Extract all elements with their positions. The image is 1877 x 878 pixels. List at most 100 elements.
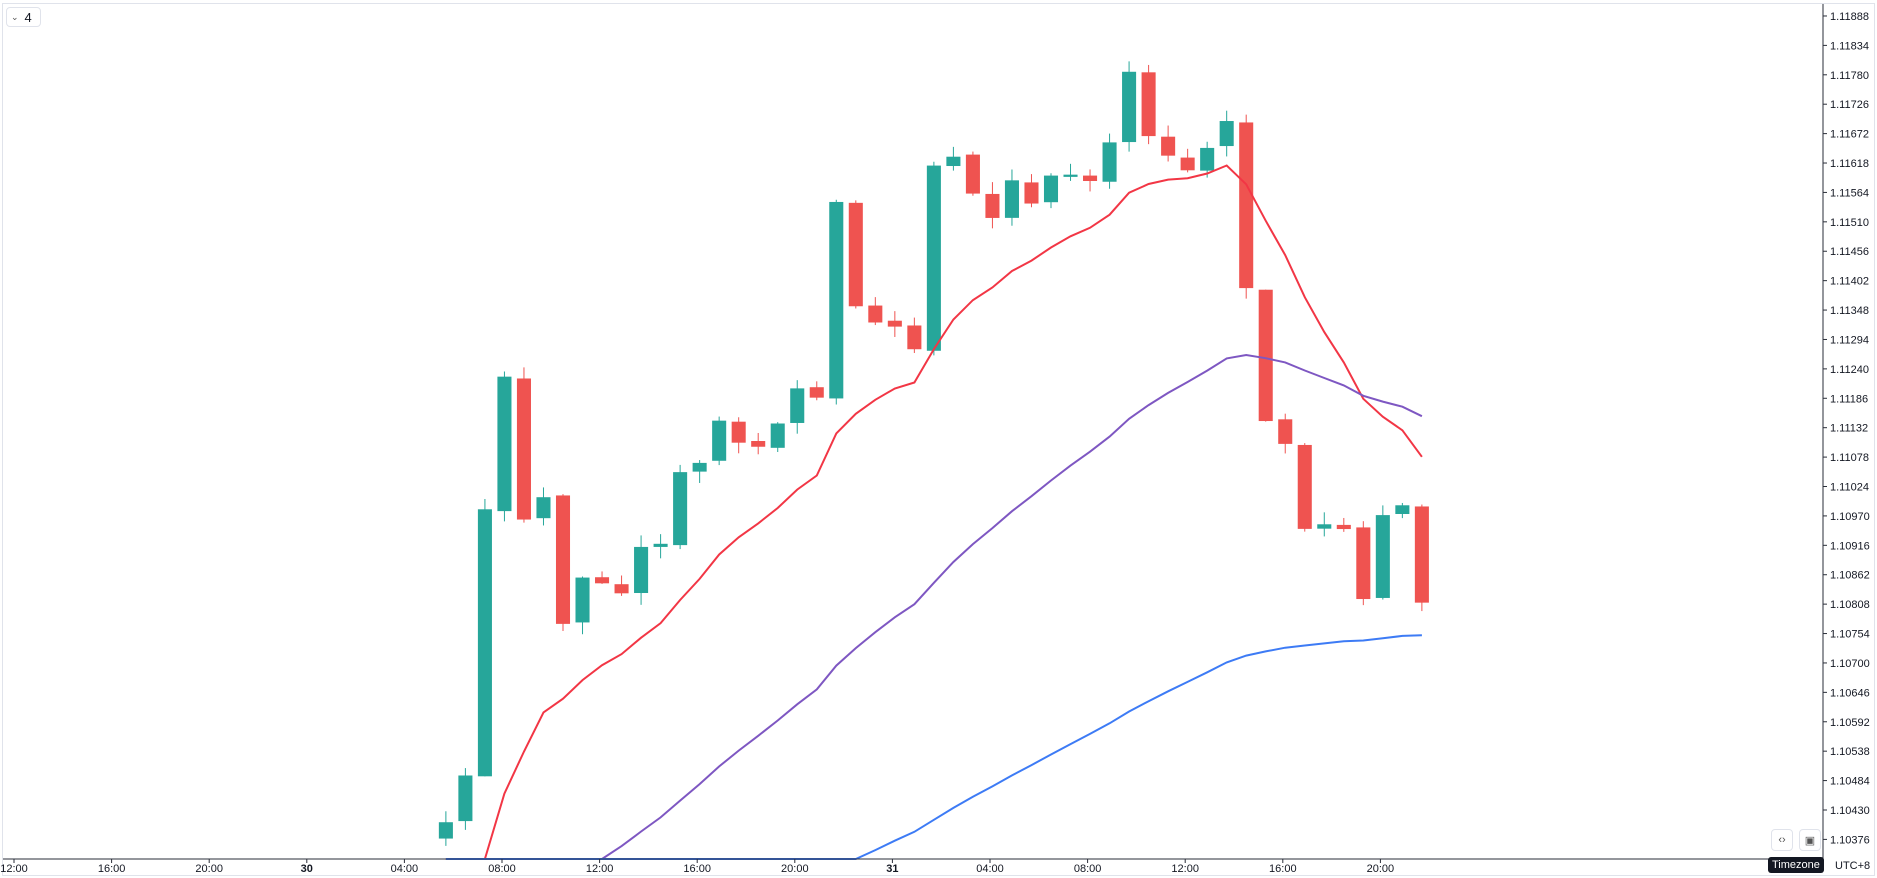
candle bbox=[829, 199, 844, 405]
candle-body bbox=[868, 305, 883, 323]
candle-body bbox=[1317, 524, 1332, 529]
candle-body bbox=[1395, 505, 1410, 514]
candle bbox=[809, 381, 824, 401]
time-axis[interactable]: 12:00 16:00 20:00 30 04:00 08:00 12:00 16:00 20:… bbox=[0, 859, 1394, 875]
candle-body bbox=[516, 378, 531, 520]
candle bbox=[965, 151, 980, 196]
price-tick-label: 1.11564 bbox=[1830, 187, 1869, 199]
code-brackets-icon[interactable]: ‹› bbox=[1771, 829, 1793, 851]
candle-body bbox=[692, 462, 707, 472]
chart-frame bbox=[2, 3, 1875, 876]
candle-body bbox=[575, 577, 590, 623]
candle-body bbox=[1297, 444, 1312, 529]
candle-body bbox=[1122, 71, 1137, 143]
time-tick-label: 16:00 bbox=[683, 863, 711, 875]
ma-mid-line bbox=[445, 353, 1423, 860]
time-tick-label: 31 bbox=[886, 863, 898, 875]
candle-body bbox=[1180, 157, 1195, 171]
candle-body bbox=[770, 423, 785, 448]
time-tick-label: 20:00 bbox=[781, 863, 809, 875]
candle bbox=[1122, 61, 1137, 152]
price-tick-label: 1.11888 bbox=[1830, 11, 1869, 23]
candle bbox=[1141, 64, 1156, 145]
candle bbox=[868, 297, 883, 326]
candle bbox=[653, 534, 668, 559]
candle bbox=[1102, 133, 1117, 189]
price-tick-label: 1.10592 bbox=[1830, 717, 1870, 729]
candle bbox=[1063, 163, 1078, 181]
interval-badge-label: 4 bbox=[24, 9, 32, 25]
candle-body bbox=[673, 472, 688, 546]
candle bbox=[1043, 173, 1059, 209]
candle-body bbox=[1141, 72, 1156, 137]
timezone-label[interactable]: Timezone bbox=[1768, 857, 1824, 873]
candle-body bbox=[438, 822, 453, 839]
price-tick-label: 1.11024 bbox=[1830, 482, 1869, 494]
candle bbox=[712, 416, 727, 466]
auto-fit-icon[interactable]: ▣ bbox=[1799, 829, 1821, 851]
candle-body bbox=[985, 193, 1000, 218]
candle bbox=[926, 161, 941, 356]
price-tick-label: 1.11348 bbox=[1830, 305, 1869, 317]
price-tick-label: 1.10862 bbox=[1830, 570, 1870, 582]
candle bbox=[1200, 141, 1215, 178]
candle bbox=[1180, 148, 1195, 173]
candle-body bbox=[1239, 122, 1254, 289]
price-tick-label: 1.11240 bbox=[1830, 364, 1869, 376]
candle-body bbox=[731, 421, 746, 443]
time-tick-label: 04:00 bbox=[976, 863, 1004, 875]
time-tick-label: 08:00 bbox=[488, 863, 516, 875]
candle-body bbox=[614, 584, 629, 594]
candle-body bbox=[1004, 180, 1019, 218]
candle-body bbox=[1336, 524, 1351, 530]
price-tick-label: 1.10430 bbox=[1830, 805, 1870, 817]
price-tick-label: 1.10754 bbox=[1830, 629, 1870, 641]
candle bbox=[1083, 169, 1098, 192]
candle-body bbox=[1200, 147, 1215, 171]
candle-body bbox=[1375, 515, 1390, 598]
candle bbox=[1161, 125, 1176, 162]
candle bbox=[458, 768, 473, 830]
candle-body bbox=[887, 320, 902, 327]
candle bbox=[614, 575, 629, 596]
time-tick-label: 12:00 bbox=[0, 863, 28, 875]
price-tick-label: 1.11510 bbox=[1830, 217, 1869, 229]
candle-body bbox=[712, 420, 727, 461]
candle bbox=[1317, 512, 1332, 537]
price-tick-label: 1.10538 bbox=[1830, 746, 1870, 758]
candle-body bbox=[458, 775, 473, 822]
candle-body bbox=[848, 202, 863, 307]
candle-body bbox=[477, 509, 492, 777]
candle bbox=[1356, 521, 1371, 606]
interval-badge[interactable]: ⌄ 4 bbox=[6, 7, 41, 27]
candle-body bbox=[1219, 121, 1234, 147]
candle bbox=[731, 417, 746, 454]
utc-label[interactable]: UTC+8 bbox=[1835, 860, 1871, 872]
time-tick-label: 08:00 bbox=[1074, 863, 1102, 875]
candle-body bbox=[1414, 506, 1429, 603]
candle bbox=[770, 422, 785, 453]
candle bbox=[1336, 517, 1351, 532]
candle-body bbox=[1258, 289, 1273, 422]
candle bbox=[1278, 413, 1293, 454]
price-tick-label: 1.10916 bbox=[1830, 540, 1870, 552]
chevron-down-icon[interactable]: ⌄ bbox=[11, 11, 19, 22]
price-tick-label: 1.11402 bbox=[1830, 276, 1869, 288]
candle bbox=[595, 571, 610, 584]
candle-body bbox=[536, 497, 551, 519]
candle-body bbox=[829, 201, 844, 399]
candle-body bbox=[497, 376, 512, 512]
candle-body bbox=[809, 387, 824, 398]
price-tick-label: 1.11672 bbox=[1830, 129, 1869, 141]
time-tick-label: 16:00 bbox=[1269, 863, 1297, 875]
ma-slow-line bbox=[445, 634, 1422, 860]
candle bbox=[1395, 502, 1410, 519]
candle-body bbox=[634, 546, 649, 594]
ma-fast-line bbox=[445, 164, 1423, 860]
candle-body bbox=[790, 388, 805, 423]
price-axis[interactable]: 1.11888 1.11834 1.11780 1.11726 1.11672 1.116… bbox=[1823, 11, 1870, 846]
candle bbox=[848, 200, 863, 309]
price-tick-label: 1.11132 bbox=[1830, 423, 1868, 435]
candle-body bbox=[965, 154, 980, 194]
